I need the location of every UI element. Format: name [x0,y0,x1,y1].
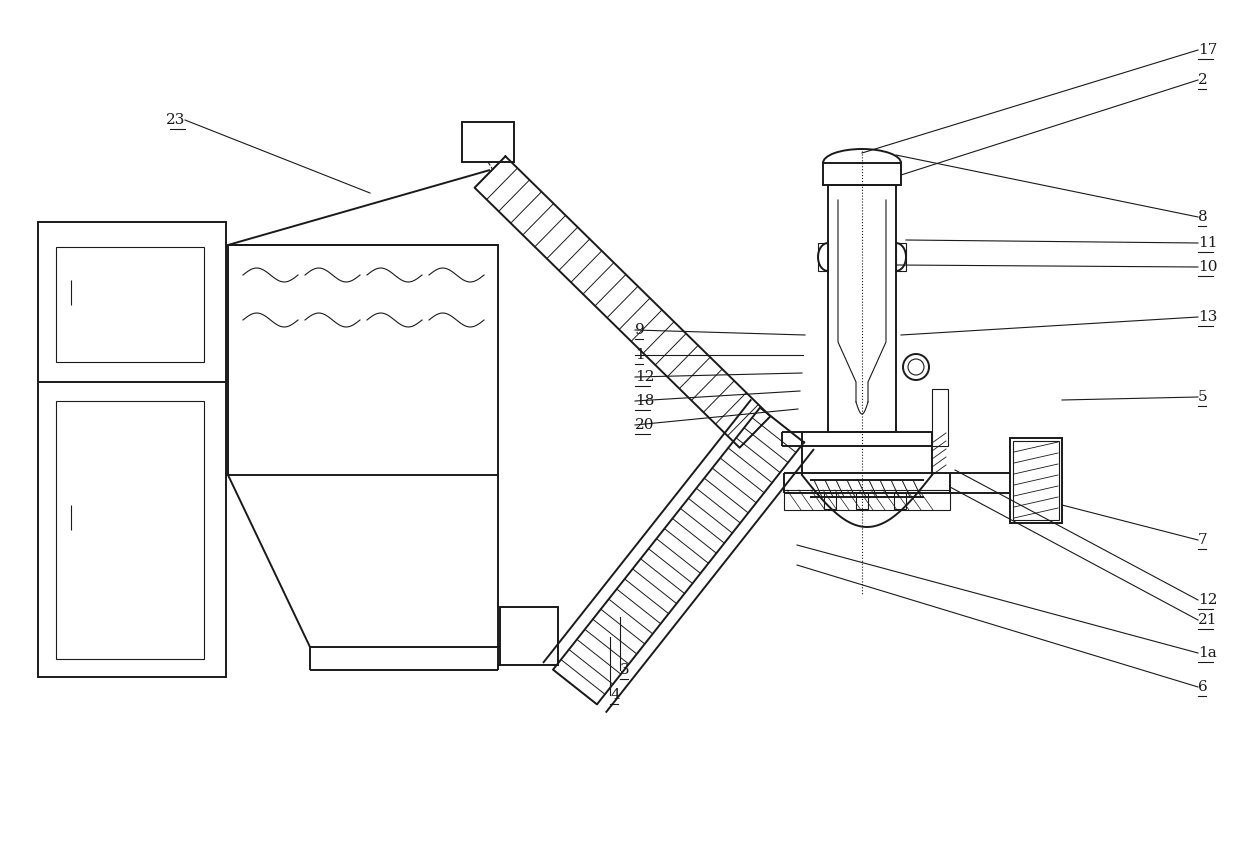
Text: 17: 17 [1198,43,1218,57]
Text: 20: 20 [635,418,655,432]
Bar [1013,441,1059,520]
Text: 1: 1 [635,348,645,362]
Bar [38,222,226,677]
Text: 9: 9 [635,323,645,337]
Bar [500,607,558,665]
Text: 18: 18 [635,394,655,408]
Bar [856,493,868,509]
Bar [823,163,901,185]
Text: 1a: 1a [1198,646,1216,660]
Bar [784,490,950,510]
Text: 21: 21 [1198,613,1218,627]
Text: 11: 11 [1198,236,1218,250]
Bar [56,247,205,362]
Text: 23: 23 [166,113,185,127]
Bar [897,243,906,271]
Bar [932,389,949,446]
Bar [825,493,836,509]
Text: 4: 4 [610,688,620,702]
Bar [56,401,205,659]
Text: 7: 7 [1198,533,1208,547]
Text: 12: 12 [635,370,655,384]
Text: 2: 2 [1198,73,1208,87]
Text: 10: 10 [1198,260,1218,274]
Text: 8: 8 [1198,210,1208,224]
Text: 5: 5 [1198,390,1208,404]
Bar [463,122,515,162]
Bar [1011,438,1061,523]
Text: 6: 6 [1198,680,1208,694]
Bar [818,243,828,271]
Bar [828,185,897,432]
Bar [228,245,498,475]
Text: 12: 12 [1198,593,1218,607]
Bar [894,493,906,509]
Text: 3: 3 [620,663,630,677]
Bar [802,432,932,446]
Text: 13: 13 [1198,310,1218,324]
